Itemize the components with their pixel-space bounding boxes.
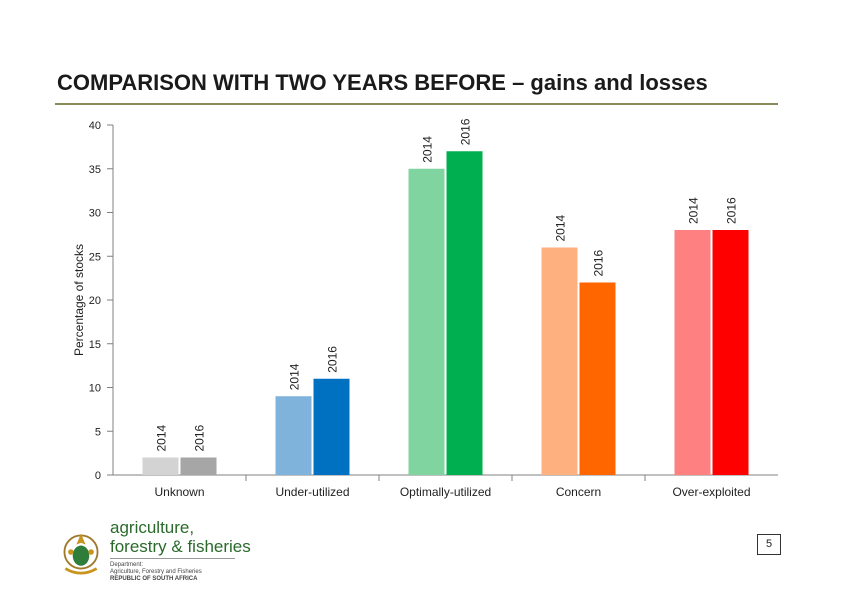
coat-of-arms-icon	[63, 533, 99, 575]
brand-divider	[110, 558, 235, 559]
y-tick-label: 15	[89, 339, 101, 351]
bars	[142, 151, 749, 475]
bar-under-utilized-2014	[275, 396, 312, 475]
bar-year-label: 2014	[421, 136, 435, 163]
bar-year-label: 2014	[554, 214, 568, 241]
bar-year-label: 2014	[687, 197, 701, 224]
bar-year-label: 2016	[459, 118, 473, 145]
bar-concern-2016	[579, 282, 616, 475]
y-tick-label: 25	[89, 251, 101, 263]
bar-concern-2014	[541, 247, 578, 475]
bar-under-utilized-2016	[313, 378, 350, 475]
bar-year-label: 2016	[193, 424, 207, 451]
bar-year-label: 2014	[155, 424, 169, 451]
bar-unknown-2016	[180, 457, 217, 475]
page-number: 5	[757, 534, 781, 555]
category-label: Concern	[556, 485, 601, 499]
y-tick-label: 5	[95, 426, 101, 438]
y-tick-label: 40	[89, 120, 101, 132]
category-labels: Unknown Under-utilized Optimally-utilized C…	[154, 485, 750, 499]
bar-year-label: 2016	[326, 346, 340, 373]
y-axis: 0 5 10 15 20 25 30 35 40	[89, 120, 778, 482]
y-tick-label: 0	[95, 470, 101, 482]
brand-line-2: forestry & fisheries	[110, 537, 251, 556]
y-tick-label: 35	[89, 164, 101, 176]
bar-year-label: 2016	[592, 249, 606, 276]
bar-over-exploited-2016	[712, 230, 749, 475]
category-label: Under-utilized	[275, 485, 349, 499]
slide-title: COMPARISON WITH TWO YEARS BEFORE – gains…	[57, 70, 708, 95]
category-label: Optimally-utilized	[400, 485, 491, 499]
y-tick-label: 20	[89, 295, 101, 307]
brand-country: REPUBLIC OF SOUTH AFRICA	[110, 576, 198, 582]
title-divider	[55, 103, 778, 105]
bar-year-label: 2014	[288, 363, 302, 390]
bar-over-exploited-2014	[674, 230, 711, 475]
bar-year-labels: 2014 2016 2014 2016 2014 2016 2014 2016 2014 2016	[155, 118, 739, 451]
bar-unknown-2014	[142, 457, 179, 475]
bar-year-label: 2016	[725, 197, 739, 224]
brand-line-1: agriculture,	[110, 518, 195, 537]
y-tick-label: 30	[89, 208, 101, 220]
brand-department: Department:	[110, 562, 144, 568]
bar-optimally-utilized-2016	[446, 151, 483, 475]
y-tick-label: 10	[89, 383, 101, 395]
bar-optimally-utilized-2014	[408, 168, 445, 475]
category-label: Unknown	[154, 485, 204, 499]
y-axis-label: Percentage of stocks	[72, 244, 86, 356]
brand-department-name: Agriculture, Forestry and Fisheries	[110, 569, 202, 575]
category-label: Over-exploited	[672, 485, 750, 499]
